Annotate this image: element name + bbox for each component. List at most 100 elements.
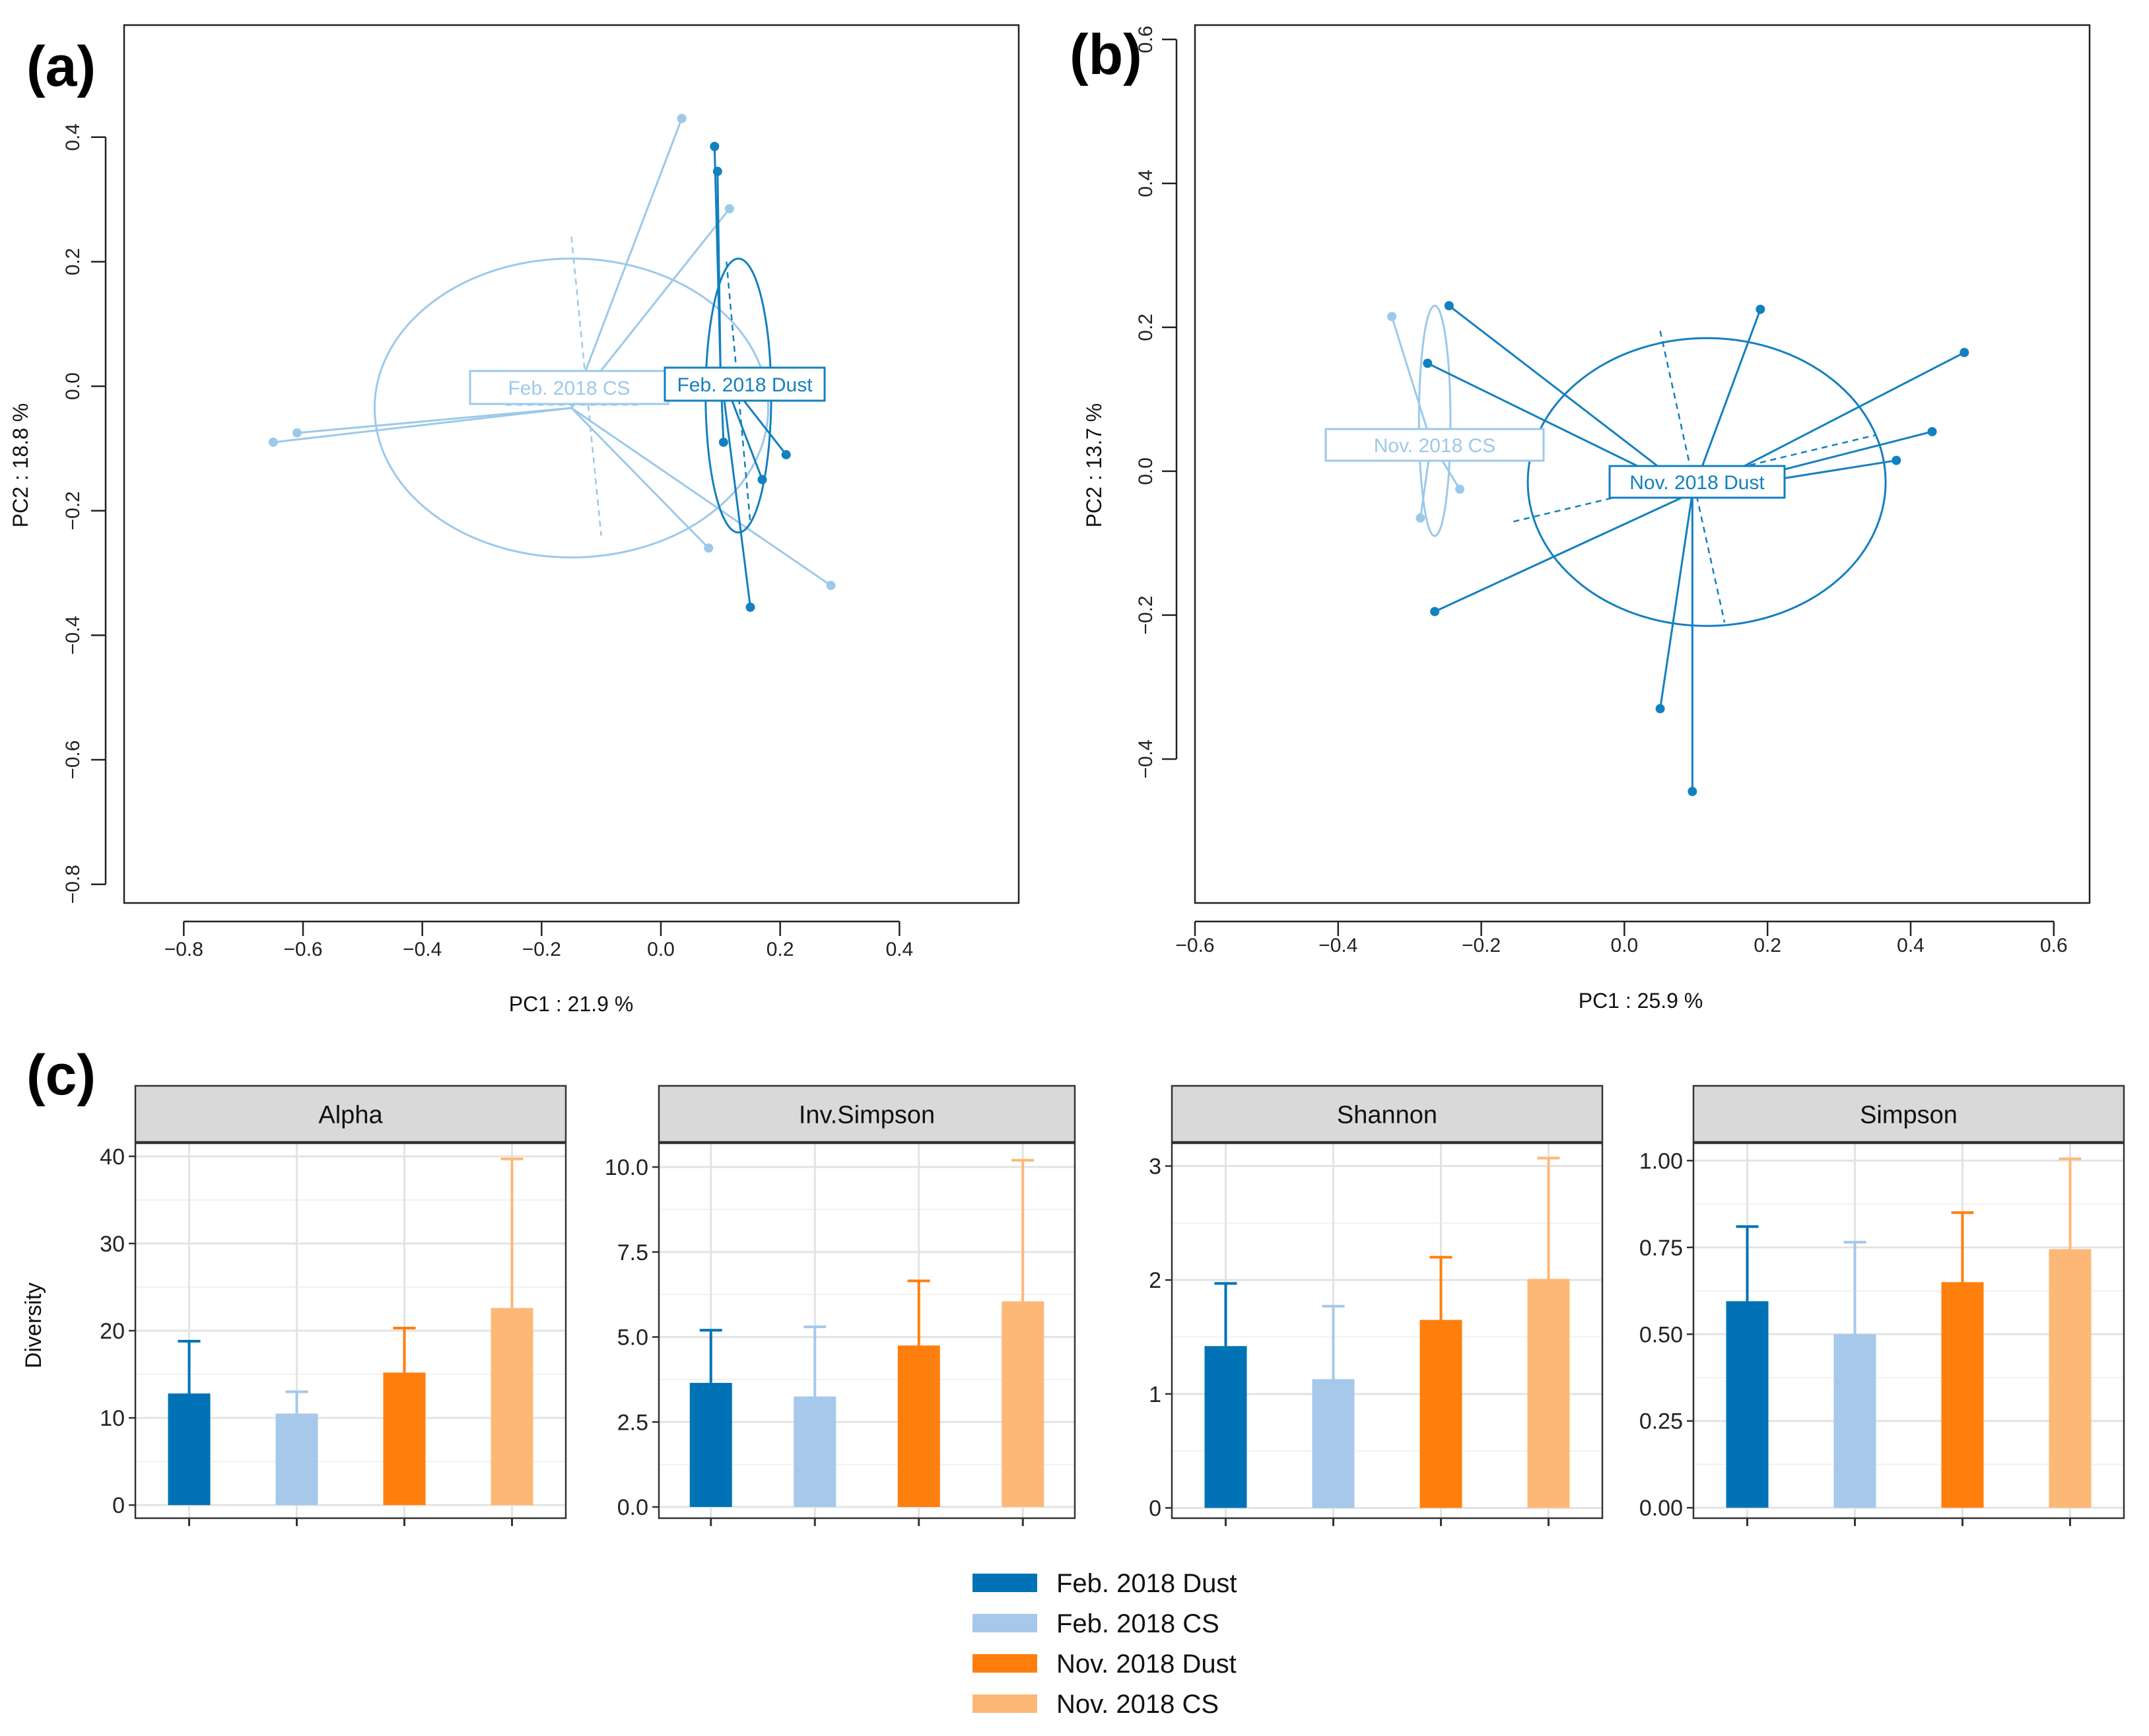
facet-strip bbox=[1692, 1085, 2125, 1143]
x-tick-label: 0.0 bbox=[1611, 935, 1639, 956]
centroid-label-box bbox=[1324, 428, 1545, 462]
sample-point bbox=[757, 475, 767, 484]
sample-point bbox=[1960, 348, 1969, 358]
bar bbox=[794, 1396, 836, 1508]
sample-point bbox=[1387, 312, 1397, 321]
y-axis-title: PC2 : 13.7 % bbox=[1082, 403, 1106, 528]
diversity-y-title: Diversity bbox=[21, 1283, 46, 1368]
spider-line bbox=[719, 370, 751, 608]
facet-border bbox=[1171, 1142, 1604, 1519]
x-tick-label: −0.6 bbox=[283, 939, 322, 960]
y-tick-label: 0.25 bbox=[1639, 1409, 1683, 1434]
y-tick-label: −0.2 bbox=[62, 491, 84, 530]
spider-line bbox=[273, 407, 572, 444]
spider-line bbox=[1448, 304, 1693, 494]
diversity-legend: Feb. 2018 Dust Feb. 2018 CS Nov. 2018 Dust… bbox=[972, 1569, 1237, 1719]
y-tick-label: −0.6 bbox=[62, 740, 84, 779]
sample-point bbox=[704, 543, 714, 553]
bar bbox=[1726, 1301, 1769, 1508]
sample-point bbox=[710, 141, 720, 151]
sample-point bbox=[268, 437, 278, 447]
group-ellipse bbox=[373, 257, 770, 558]
sample-point bbox=[781, 450, 791, 459]
sample-point bbox=[826, 580, 836, 590]
centroid-label-box bbox=[664, 366, 826, 402]
bar bbox=[689, 1383, 732, 1508]
x-tick-label: 0.2 bbox=[767, 939, 794, 960]
facet-border bbox=[658, 1142, 1076, 1519]
group-ellipse bbox=[1417, 304, 1452, 537]
centroid-label-box bbox=[1608, 465, 1786, 499]
centroid-label-box bbox=[469, 370, 669, 405]
y-tick-label: 0.6 bbox=[1135, 26, 1157, 53]
x-tick-label: −0.8 bbox=[164, 939, 203, 960]
y-tick-label: 3 bbox=[1149, 1154, 1161, 1180]
sample-point bbox=[1756, 304, 1765, 314]
x-tick-label: 0.4 bbox=[885, 939, 913, 960]
plot-frame bbox=[123, 24, 1020, 904]
facet-border bbox=[1692, 1142, 2125, 1519]
y-tick-label: 2.5 bbox=[617, 1410, 648, 1435]
y-tick-label: 0.0 bbox=[1135, 457, 1157, 485]
sample-point bbox=[745, 602, 755, 612]
y-tick-label: 7.5 bbox=[617, 1240, 648, 1265]
y-tick-label: 5.0 bbox=[617, 1325, 648, 1351]
bar bbox=[383, 1372, 426, 1506]
y-tick-label: 0.2 bbox=[1135, 314, 1157, 341]
legend-swatch bbox=[972, 1654, 1037, 1673]
spider-line bbox=[570, 407, 832, 587]
spider-line bbox=[1691, 309, 1761, 494]
facet-title: Alpha bbox=[318, 1102, 383, 1129]
sample-point bbox=[1688, 787, 1697, 797]
sample-point bbox=[1455, 484, 1465, 494]
y-axis-title: PC2 : 18.8 % bbox=[9, 403, 32, 528]
legend-label: Nov. 2018 CS bbox=[1056, 1690, 1219, 1719]
facet-strip bbox=[1171, 1085, 1604, 1143]
ellipse-axis bbox=[1513, 434, 1876, 523]
y-tick-label: 0.4 bbox=[62, 123, 84, 151]
y-tick-label: −0.4 bbox=[62, 616, 84, 655]
panel-label-a: (a) bbox=[26, 35, 96, 98]
bar bbox=[168, 1393, 211, 1506]
x-tick-label: 0.4 bbox=[1897, 935, 1925, 956]
sample-point bbox=[292, 428, 302, 438]
sample-point bbox=[1927, 426, 1937, 436]
centroid-label: Feb. 2018 Dust bbox=[677, 374, 813, 396]
y-tick-label: 30 bbox=[100, 1232, 125, 1257]
centroid-label: Nov. 2018 Dust bbox=[1629, 472, 1765, 494]
x-axis-title: PC1 : 21.9 % bbox=[509, 992, 634, 1016]
spider-line bbox=[716, 171, 722, 371]
legend-swatch bbox=[972, 1614, 1037, 1632]
bar bbox=[491, 1308, 533, 1506]
sample-point bbox=[712, 166, 722, 176]
bar bbox=[1941, 1282, 1984, 1508]
x-tick-label: −0.4 bbox=[403, 939, 442, 960]
x-tick-label: −0.2 bbox=[522, 939, 561, 960]
y-tick-label: 0 bbox=[1149, 1496, 1161, 1521]
bar bbox=[1833, 1334, 1876, 1508]
legend-swatch bbox=[972, 1574, 1037, 1592]
pca-plot-a: −0.8 −0.6 −0.4 −0.2 0.0 0.2 0.4 −0.8 −0.6 −0.4 −0.… bbox=[9, 24, 1020, 1016]
spider-line bbox=[570, 117, 683, 409]
centroid-label: Feb. 2018 CS bbox=[508, 378, 630, 399]
y-tick-label: 10 bbox=[100, 1406, 125, 1431]
y-tick-label: 0.0 bbox=[617, 1495, 648, 1520]
sample-point bbox=[724, 204, 734, 214]
y-tick-label: 0.4 bbox=[1135, 170, 1157, 197]
bar bbox=[1002, 1301, 1044, 1508]
y-tick-label: 2 bbox=[1149, 1268, 1161, 1293]
bar bbox=[1527, 1279, 1570, 1508]
sample-point bbox=[677, 114, 687, 123]
sample-point bbox=[1655, 704, 1665, 714]
centroid-label: Nov. 2018 CS bbox=[1374, 435, 1496, 457]
facet-strip bbox=[134, 1085, 567, 1143]
sample-point bbox=[1430, 607, 1440, 617]
bar bbox=[275, 1413, 318, 1506]
facet-strip bbox=[658, 1085, 1076, 1143]
x-tick-label: 0.6 bbox=[2040, 935, 2068, 956]
panel-label-c: (c) bbox=[26, 1044, 96, 1107]
diversity-bar-facets: DiversityAlpha010203040Inv.Simpson0.02.5… bbox=[21, 1085, 2125, 1526]
panel-label-b: (b) bbox=[1070, 23, 1142, 86]
sample-point bbox=[1892, 455, 1901, 465]
